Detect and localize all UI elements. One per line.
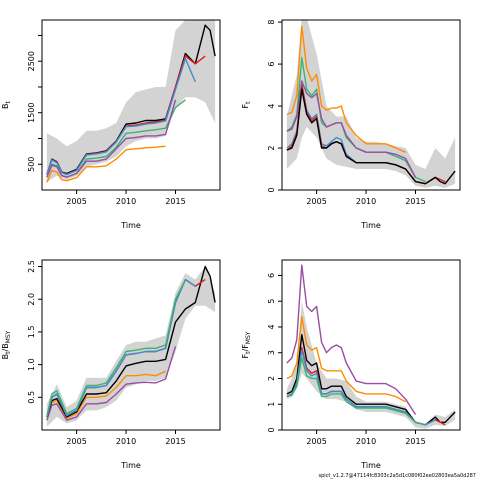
y-tick-label: 2.5 <box>27 260 36 273</box>
y-tick-label: 6 <box>267 273 276 278</box>
series-line-blue <box>286 349 436 426</box>
confidence-band <box>286 301 456 429</box>
y-label-sub: t <box>5 100 12 103</box>
y-tick-label: 8 <box>267 20 276 25</box>
y-axis-label: Bt/BMSY <box>1 330 12 359</box>
x-axis-label: Time <box>360 461 381 470</box>
x-tick-label: 2010 <box>356 437 376 446</box>
series-line-purple <box>46 99 177 178</box>
panel-FFmsy: 2005 2010 2015 0 1 2 3 4 5 6 Time Ft/FMSY <box>241 259 461 470</box>
y-label-sub2: MSY <box>5 330 12 343</box>
y-label-main: B <box>1 103 10 109</box>
series-line-orange <box>286 25 406 153</box>
plot-frame <box>281 259 461 431</box>
confidence-band <box>46 20 216 183</box>
y-tick-label: 6 <box>267 62 276 67</box>
x-axis-label: Time <box>120 461 141 470</box>
x-tick-label: 2015 <box>165 437 185 446</box>
series-line-blue <box>46 57 196 176</box>
y-tick-label: 0.5 <box>27 391 36 404</box>
plot-area <box>286 264 456 429</box>
panel-B: 2005 2010 2015 500 1500 2500 Time Bt <box>1 19 221 230</box>
x-tick-label: 2015 <box>405 437 425 446</box>
y-label-slash: /F <box>241 344 250 352</box>
y-tick-label: 0 <box>267 187 276 192</box>
y-label-main: F <box>241 353 250 358</box>
footer-version: spict_v1.2.7@47114fc8303c2a5d1c080f02ee0… <box>319 473 477 479</box>
x-axis-label: Time <box>360 221 381 230</box>
series-line-purple <box>286 80 417 178</box>
y-label-sub: t <box>5 351 12 354</box>
x-tick-label: 2005 <box>66 197 86 206</box>
series-line-green <box>286 357 426 426</box>
plot-frame <box>281 19 461 191</box>
x-tick-label: 2010 <box>116 197 136 206</box>
y-tick-label: 4 <box>267 324 276 329</box>
x-tick-label: 2010 <box>356 197 376 206</box>
y-tick-label: 1 <box>267 402 276 407</box>
panel-BBmsy: 2005 2010 2015 0.5 1.0 1.5 2.0 2.5 Time Bt/BMSY <box>1 259 221 470</box>
y-label-sub2: MSY <box>245 331 252 344</box>
plot-area <box>46 20 216 183</box>
y-tick-label: 1.5 <box>27 326 36 339</box>
plot-frame <box>41 259 221 431</box>
y-tick-label: 2500 <box>27 51 36 71</box>
x-tick-label: 2010 <box>116 437 136 446</box>
x-axis-label: Time <box>120 221 141 230</box>
confidence-band <box>46 266 216 427</box>
series-line-black <box>286 88 456 185</box>
y-tick-label: 4 <box>267 104 276 109</box>
y-label-sub: t <box>245 351 252 354</box>
plot-frame <box>41 19 221 191</box>
series-line-purple <box>286 264 417 415</box>
y-tick-label: 1.0 <box>27 358 36 371</box>
x-tick-label: 2005 <box>306 437 326 446</box>
plot-area <box>286 20 456 188</box>
x-tick-label: 2005 <box>306 197 326 206</box>
y-axis-label: Ft/FMSY <box>241 331 252 358</box>
y-tick-label: 1500 <box>27 103 36 123</box>
series-line-orange <box>286 316 406 403</box>
y-tick-label: 0 <box>267 427 276 432</box>
y-tick-label: 5 <box>267 299 276 304</box>
y-axis-label: Ft <box>241 101 252 109</box>
series-line-black <box>46 265 216 418</box>
y-label-sub: t <box>245 101 252 104</box>
x-tick-label: 2005 <box>66 437 86 446</box>
y-tick-label: 500 <box>27 157 36 172</box>
y-tick-label: 2.0 <box>27 293 36 306</box>
y-label-slash: /B <box>1 343 10 351</box>
series-line-orange <box>46 145 166 183</box>
x-tick-label: 2015 <box>165 197 185 206</box>
y-axis-label: Bt <box>1 100 12 109</box>
series-line-green <box>46 279 187 416</box>
y-tick-label: 2 <box>267 376 276 381</box>
y-tick-label: 2 <box>267 145 276 150</box>
x-tick-label: 2015 <box>405 197 425 206</box>
y-label-main: F <box>241 103 250 108</box>
plot-area <box>46 265 216 427</box>
series-line-purple <box>46 346 177 421</box>
y-label-main: B <box>1 354 10 360</box>
series-line-orange <box>46 370 166 421</box>
panel-F: 2005 2010 2015 0 2 4 6 8 Time Ft <box>241 19 461 230</box>
y-tick-label: 3 <box>267 350 276 355</box>
